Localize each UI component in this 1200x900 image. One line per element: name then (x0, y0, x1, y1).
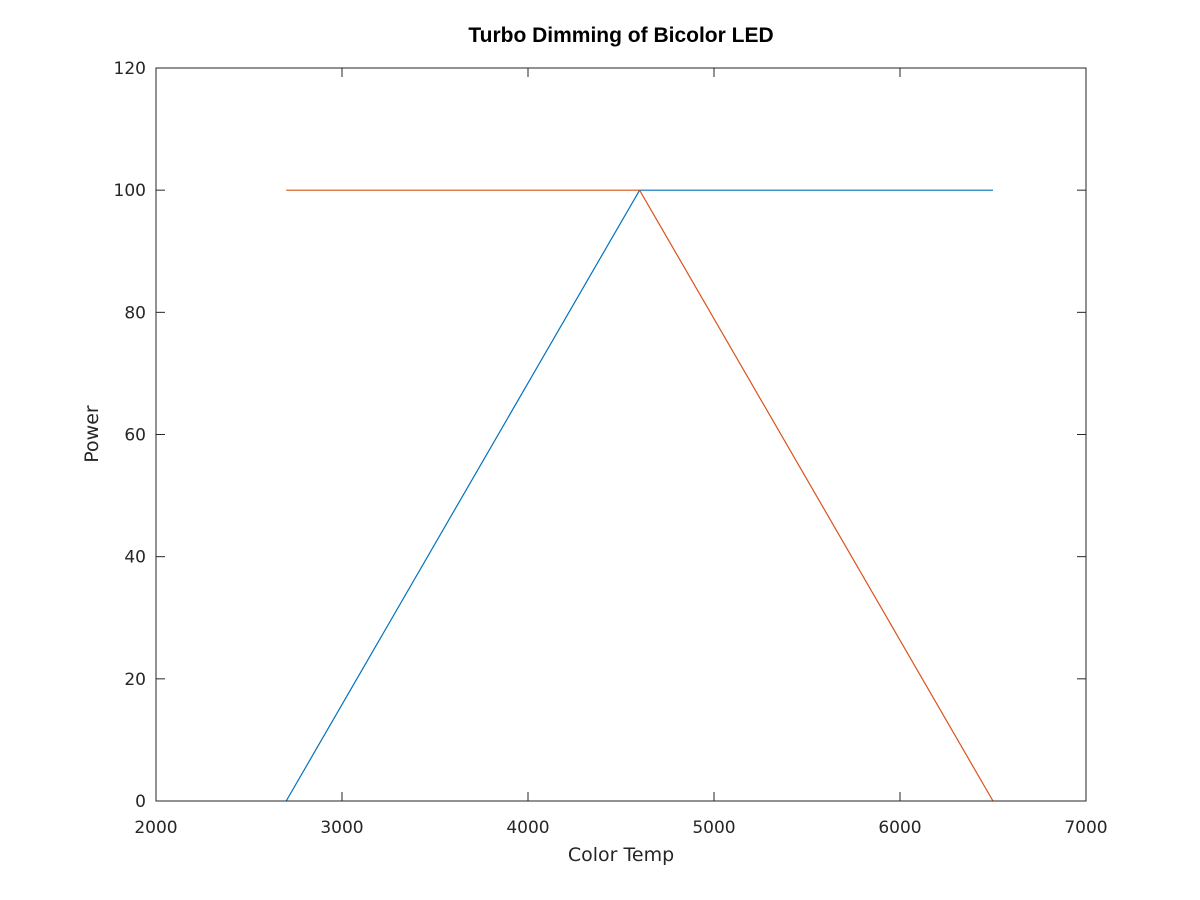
ticks-layer: 2000 3000 4000 5000 6000 7000 0 20 40 60 80 100 120 (114, 59, 1108, 838)
plot-area-frame (155, 67, 1087, 802)
series-line-2 (286, 189, 994, 802)
x-tick-label: 7000 (1064, 818, 1107, 838)
series-line-1 (285, 189, 993, 802)
y-tick-label: 40 (124, 548, 146, 568)
y-axis-label: Power (81, 405, 103, 463)
y-tick-label: 60 (124, 426, 146, 446)
y-tick-label: 0 (135, 792, 146, 812)
x-tick-label: 4000 (506, 818, 549, 838)
series-layer (285, 189, 994, 802)
x-axis-label: Color Temp (568, 844, 674, 866)
x-tick-label: 5000 (692, 818, 735, 838)
y-tick-label: 20 (124, 670, 146, 690)
x-tick-label: 3000 (320, 818, 363, 838)
x-tick-label: 6000 (878, 818, 921, 838)
y-tick-label: 100 (114, 181, 146, 201)
chart-title: Turbo Dimming of Bicolor LED (468, 24, 773, 47)
x-tick-label: 2000 (134, 818, 177, 838)
y-tick-label: 120 (114, 59, 146, 79)
y-tick-label: 80 (124, 303, 146, 323)
